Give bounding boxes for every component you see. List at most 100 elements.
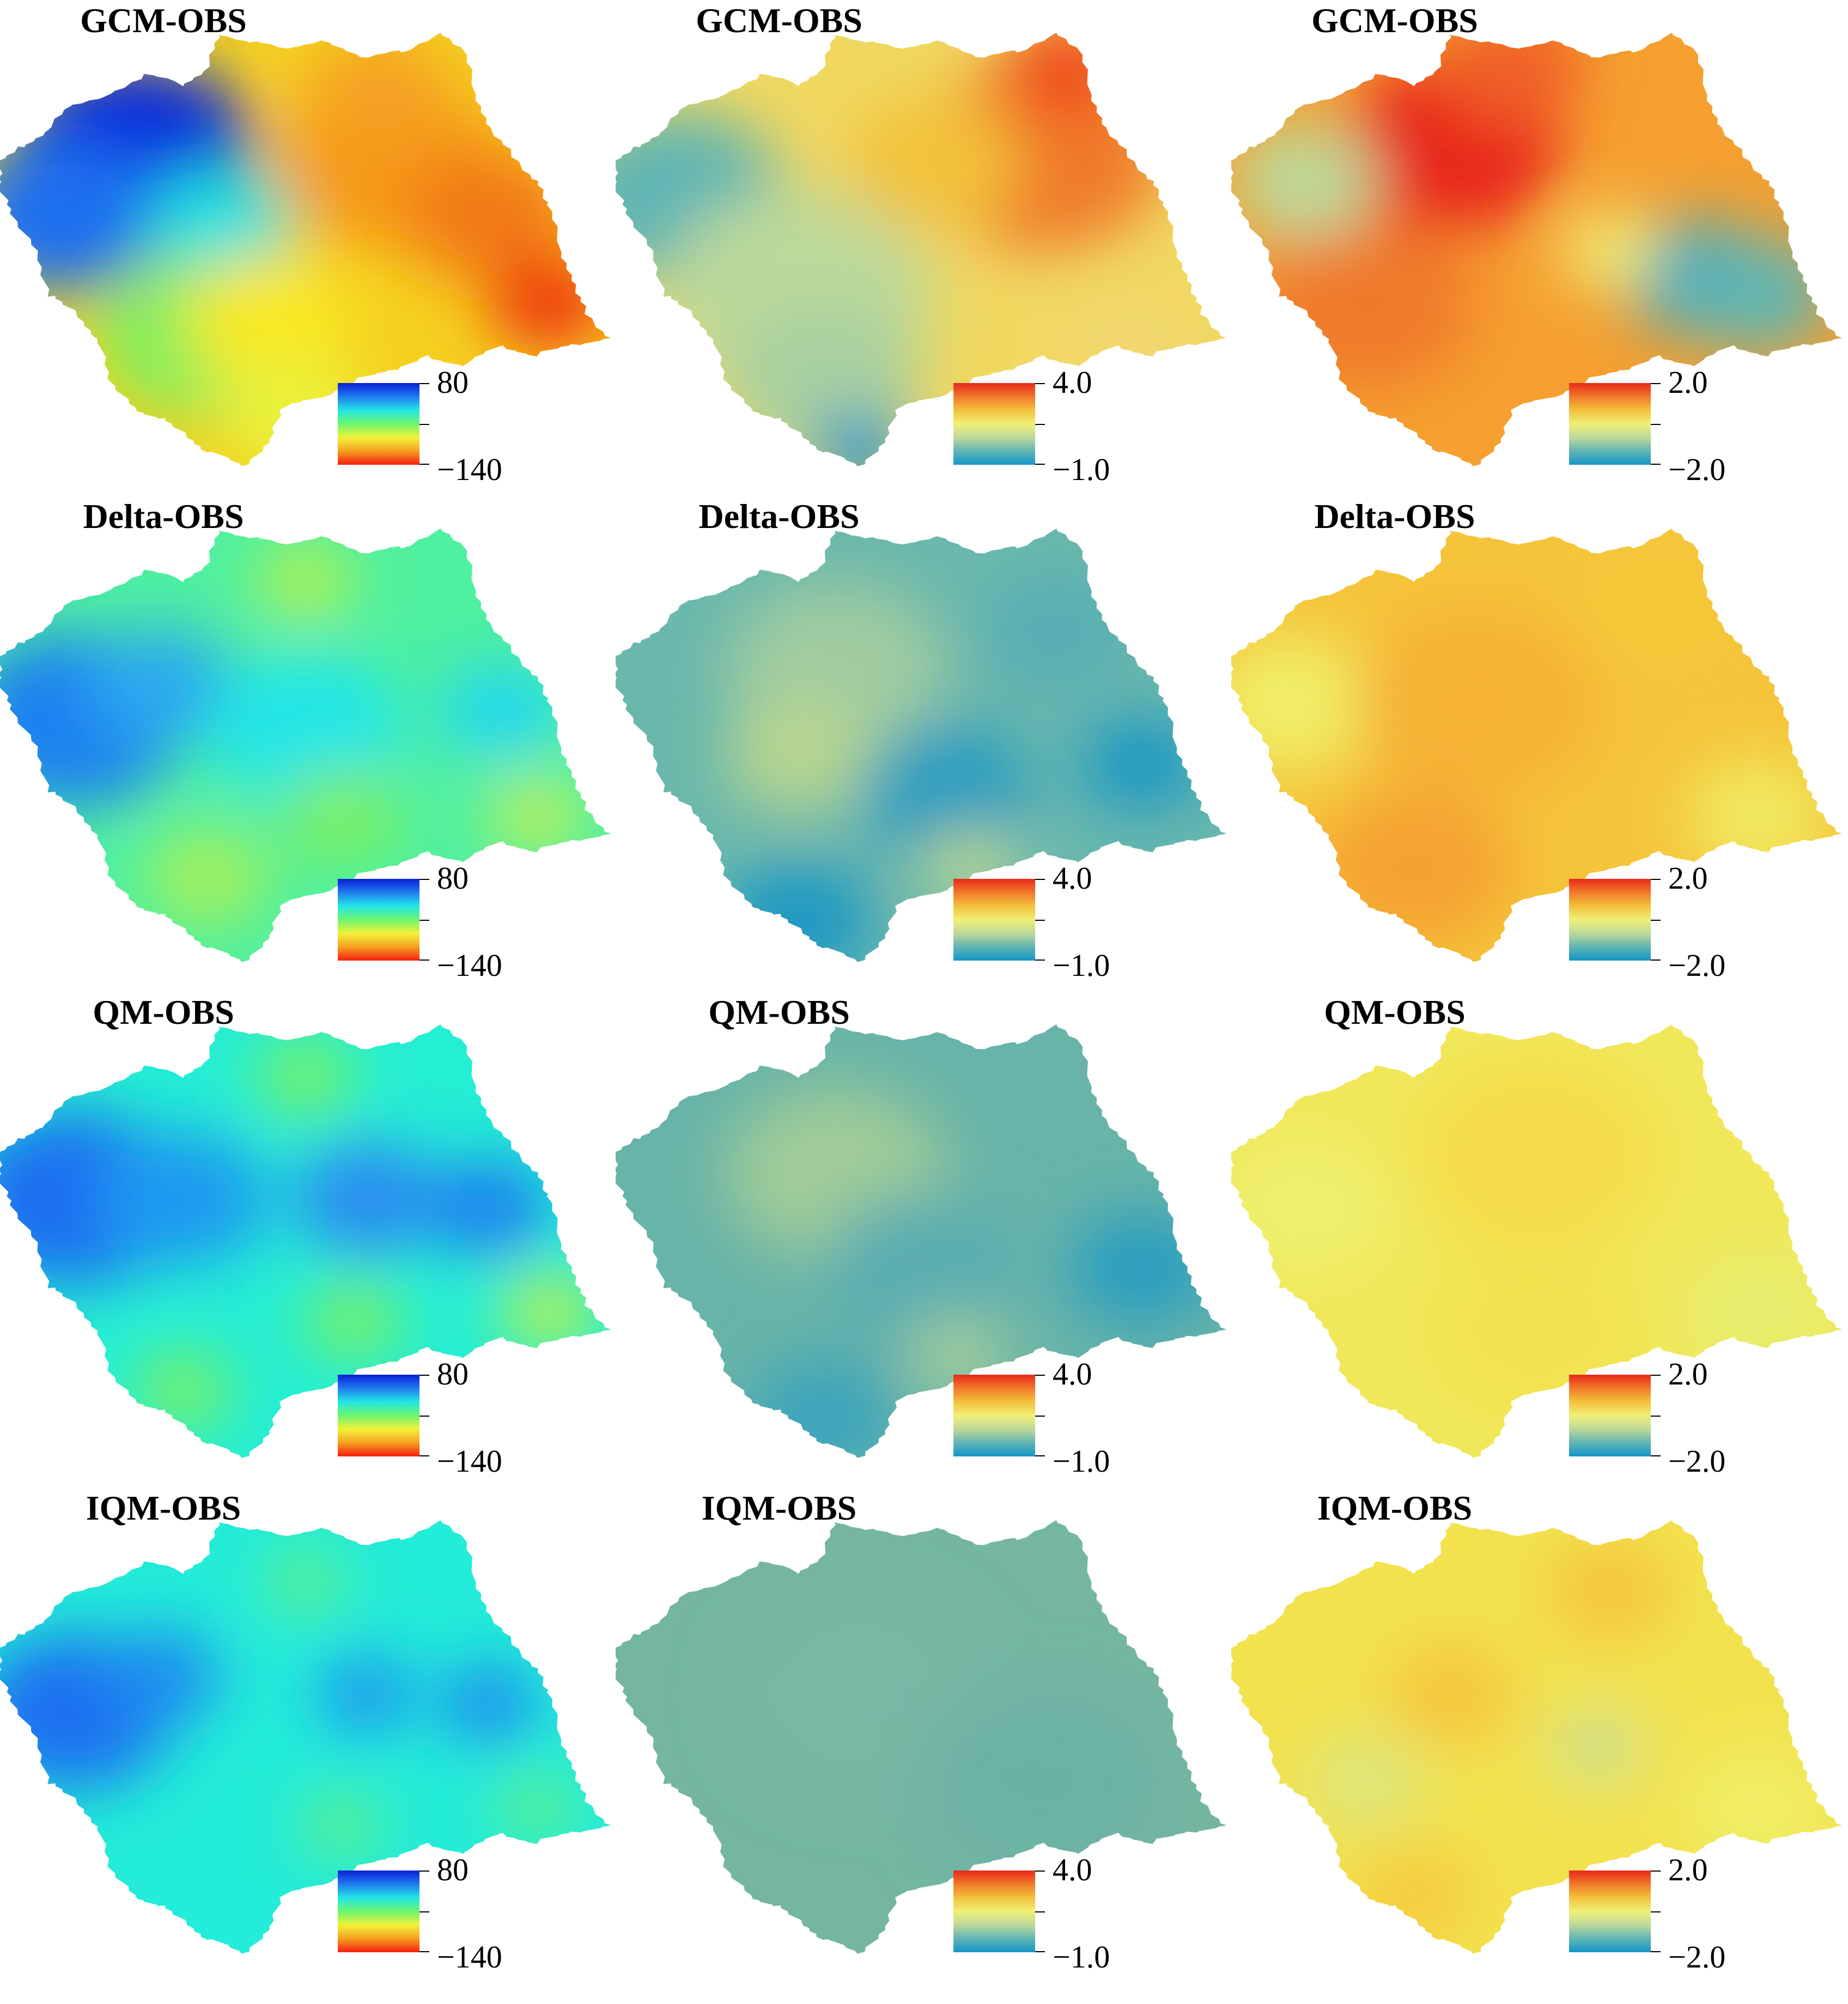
- colorbar-max-label: 80: [437, 365, 469, 400]
- colorbar-tick: [420, 879, 429, 880]
- colorbar-tick: [420, 1951, 429, 1952]
- colorbar-legend: 2.0 −2.0: [1547, 367, 1743, 487]
- colorbar-legend: 80 −140: [316, 863, 512, 983]
- field-anomaly: [1304, 1734, 1427, 1830]
- field-anomaly: [500, 1273, 598, 1351]
- field-anomaly: [500, 1779, 574, 1837]
- colorbar-min-label: −140: [437, 948, 502, 983]
- colorbar-min-label: −2.0: [1668, 1443, 1726, 1479]
- field-anomaly: [488, 255, 610, 351]
- field-anomaly: [305, 1282, 403, 1359]
- field-anomaly: [256, 542, 354, 620]
- colorbar-tick: [1035, 383, 1045, 384]
- field-anomaly: [85, 628, 232, 743]
- panel-title: Delta-OBS: [1314, 497, 1475, 536]
- field-anomaly: [134, 1352, 232, 1429]
- map-panel-iqm-tmin: IQM-OBS 2.0 −2.0: [1231, 1487, 1847, 1984]
- map-panel-iqm-tmax: IQM-OBS 4.0 −1.0: [616, 1487, 1231, 1984]
- colorbar-tick: [420, 960, 429, 961]
- panel-title: IQM-OBS: [86, 1489, 241, 1527]
- panel-title: GCM-OBS: [696, 1, 862, 40]
- field-anomaly: [256, 1038, 354, 1115]
- colorbar-tick: [420, 920, 429, 921]
- colorbar-legend: 80 −140: [316, 1854, 512, 1973]
- colorbar-tick: [1651, 464, 1661, 465]
- field-anomaly: [1353, 1847, 1475, 1943]
- map-panel-gcm-precip: GCM-OBS 80 −140: [0, 0, 616, 497]
- colorbar-tick: [420, 464, 429, 465]
- colorbar-min-label: −1.0: [1053, 1939, 1110, 1975]
- colorbar-min-label: −2.0: [1668, 948, 1726, 983]
- colorbar-tick: [420, 1375, 429, 1376]
- colorbar-tick: [1035, 424, 1045, 425]
- map-panel-iqm-precip: IQM-OBS 80 −140: [0, 1487, 616, 1984]
- colorbar-min-label: −140: [437, 1443, 502, 1479]
- colorbar-max-label: 4.0: [1053, 860, 1092, 896]
- field-anomaly: [1682, 236, 1829, 352]
- field-anomaly: [1231, 123, 1378, 239]
- colorbar-tick: [420, 424, 429, 425]
- field-anomaly: [427, 1159, 549, 1255]
- field-anomaly: [1316, 792, 1512, 945]
- field-anomaly: [1548, 1708, 1646, 1786]
- colorbar-max-label: 4.0: [1053, 1852, 1092, 1887]
- field-anomaly: [823, 1192, 1019, 1345]
- colorbar-tick: [420, 1416, 429, 1417]
- basin-map: [1231, 1024, 1841, 1458]
- map-panel-qm-tmax: QM-OBS 4.0 −1.0: [616, 992, 1231, 1489]
- colorbar-tick: [1651, 424, 1661, 425]
- colorbar-min-label: −140: [437, 452, 502, 487]
- colorbar-tick: [1651, 879, 1661, 880]
- field-anomaly: [982, 575, 1128, 691]
- field-anomaly: [488, 778, 586, 855]
- map-panel-gcm-tmax: GCM-OBS 4.0 −1.0: [616, 0, 1231, 497]
- colorbar-max-label: 4.0: [1053, 1356, 1092, 1392]
- field-anomaly: [1573, 539, 1744, 675]
- field-anomaly: [439, 664, 562, 760]
- field-anomaly: [403, 148, 574, 283]
- colorbar-legend: 80 −140: [316, 1358, 512, 1479]
- field-anomaly: [305, 1796, 379, 1854]
- colorbar-tick: [1035, 1375, 1045, 1376]
- colorbar-legend: 4.0 −1.0: [932, 367, 1128, 487]
- map-panel-gcm-tmin: GCM-OBS 2.0 −2.0: [1231, 0, 1847, 497]
- field-anomaly: [98, 1629, 220, 1725]
- field-anomaly: [305, 36, 452, 151]
- field-anomaly: [439, 1665, 537, 1742]
- field-anomaly: [1682, 758, 1829, 874]
- field-anomaly: [1548, 1542, 1671, 1638]
- panel-title: IQM-OBS: [701, 1489, 857, 1527]
- colorbar-tick: [1651, 1455, 1661, 1456]
- colorbar-min-label: −1.0: [1053, 948, 1110, 983]
- field-anomaly: [811, 412, 909, 466]
- field-anomaly: [738, 1599, 982, 1790]
- colorbar: [1569, 383, 1651, 465]
- basin-map: [616, 1024, 1226, 1458]
- basin-map: [1231, 529, 1841, 962]
- colorbar-legend: 4.0 −1.0: [932, 1854, 1128, 1975]
- colorbar-max-label: 2.0: [1668, 365, 1708, 400]
- colorbar-tick: [1651, 1871, 1661, 1872]
- colorbar-min-label: −1.0: [1053, 452, 1110, 487]
- map-panel-delta-precip: Delta-OBS 80 −140: [0, 496, 616, 993]
- colorbar-legend: 2.0 −2.0: [1547, 1854, 1743, 1975]
- colorbar-tick: [1651, 383, 1661, 384]
- colorbar: [953, 879, 1035, 961]
- colorbar-tick: [420, 383, 429, 384]
- colorbar: [338, 1871, 420, 1952]
- field-base: [1231, 1520, 1841, 1954]
- colorbar-min-label: −2.0: [1668, 1939, 1726, 1975]
- colorbar: [1569, 1375, 1651, 1456]
- field-anomaly: [1255, 216, 1475, 390]
- colorbar-min-label: −2.0: [1668, 452, 1726, 487]
- colorbar-tick: [1035, 1455, 1045, 1456]
- basin-map: [1231, 1520, 1841, 1954]
- panel-title: QM-OBS: [708, 993, 850, 1031]
- colorbar-tick: [1035, 1871, 1045, 1872]
- colorbar-tick: [1651, 1951, 1661, 1952]
- colorbar-legend: 4.0 −1.0: [932, 1358, 1128, 1477]
- colorbar-legend: 2.0 −2.0: [1547, 863, 1743, 983]
- colorbar-tick: [1651, 920, 1661, 921]
- panel-title: QM-OBS: [93, 993, 234, 1031]
